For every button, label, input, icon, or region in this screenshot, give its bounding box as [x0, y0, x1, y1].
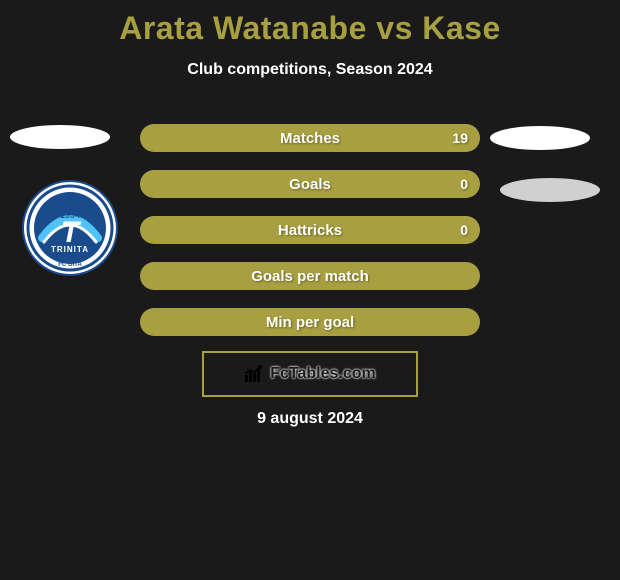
stat-bar-goals-per-match: Goals per match	[140, 262, 480, 290]
page-subtitle: Club competitions, Season 2024	[0, 61, 620, 79]
stat-label: Matches	[280, 130, 340, 147]
stat-bar-matches: Matches 19	[140, 124, 480, 152]
player-photo-placeholder-right-2	[500, 178, 600, 202]
stat-label: Goals per match	[251, 268, 369, 285]
stat-label: Min per goal	[266, 314, 354, 331]
stat-bar-hattricks: Hattricks 0	[140, 216, 480, 244]
club-badge-left: est 1994 T TRINITA FC OITA	[22, 180, 118, 276]
fctables-chart-icon	[244, 365, 264, 383]
date-label: 9 august 2024	[0, 410, 620, 428]
stat-value-right: 0	[460, 176, 468, 192]
stat-bar-min-per-goal: Min per goal	[140, 308, 480, 336]
player-photo-placeholder-right-1	[490, 126, 590, 150]
page-title: Arata Watanabe vs Kase	[0, 0, 620, 47]
stat-label: Hattricks	[278, 222, 342, 239]
stat-bar-goals: Goals 0	[140, 170, 480, 198]
oita-trinita-badge-icon: est 1994 T TRINITA FC OITA	[22, 180, 118, 276]
svg-text:est: est	[65, 203, 76, 210]
player-photo-placeholder-left	[10, 125, 110, 149]
stat-value-right: 19	[452, 130, 468, 146]
stat-value-right: 0	[460, 222, 468, 238]
stat-label: Goals	[289, 176, 331, 193]
svg-text:TRINITA: TRINITA	[51, 245, 89, 254]
fctables-site-name: FcTables.com	[270, 365, 376, 383]
fctables-branding-box: FcTables.com	[202, 351, 418, 397]
stats-container: Matches 19 Goals 0 Hattricks 0 Goals per…	[140, 124, 480, 354]
svg-text:FC OITA: FC OITA	[58, 262, 82, 268]
